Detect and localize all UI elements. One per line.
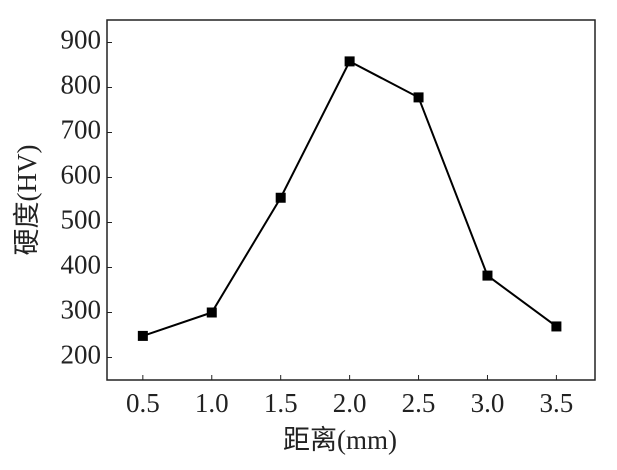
- y-tick-label: 300: [61, 295, 102, 325]
- y-tick-label: 400: [61, 250, 102, 280]
- point: [206, 307, 217, 318]
- x-tick-label: 1.5: [264, 388, 298, 418]
- x-tick-label: 2.0: [333, 388, 367, 418]
- y-tick-label: 500: [61, 205, 102, 235]
- point: [344, 56, 355, 67]
- point: [551, 321, 562, 332]
- y-tick-label: 800: [61, 70, 102, 100]
- y-tick-label: 600: [61, 160, 102, 190]
- y-tick-label: 700: [61, 115, 102, 145]
- point: [413, 92, 424, 103]
- x-tick-label: 1.0: [195, 388, 229, 418]
- y-axis-label: 硬度(HV): [12, 145, 42, 256]
- y-tick-label: 200: [61, 340, 102, 370]
- x-tick-label: 3.5: [540, 388, 574, 418]
- point: [275, 192, 286, 203]
- x-axis-label: 距离(mm): [283, 425, 397, 455]
- series-line: [142, 60, 557, 337]
- x-tick-label: 0.5: [126, 388, 160, 418]
- plot-frame: [106, 19, 596, 381]
- y-tick-label: 900: [61, 25, 102, 55]
- x-tick-label: 2.5: [402, 388, 436, 418]
- point: [482, 270, 493, 281]
- point: [137, 330, 148, 341]
- x-tick-label: 3.0: [471, 388, 505, 418]
